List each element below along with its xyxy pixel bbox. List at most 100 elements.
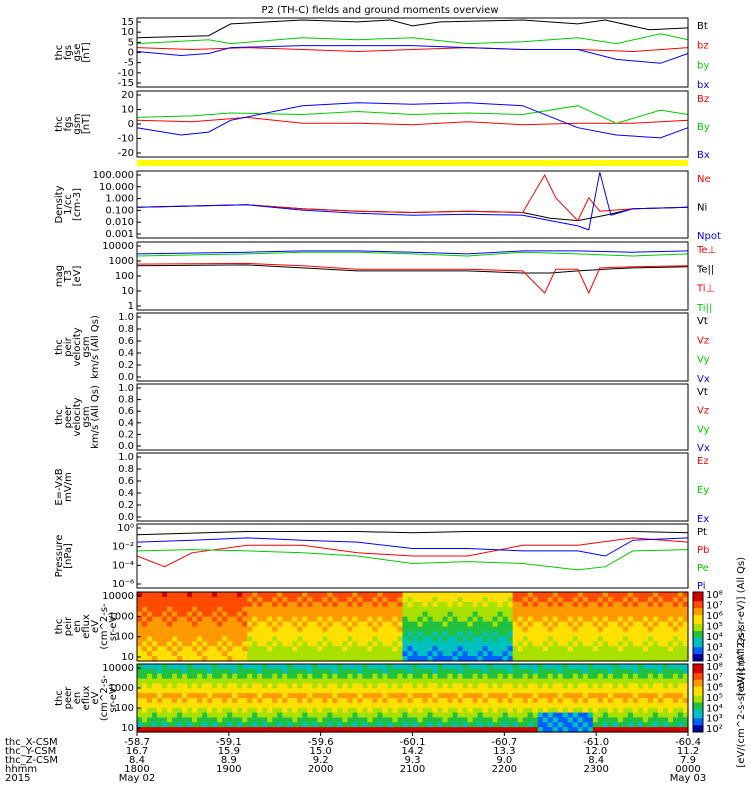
spectrogram-cell (397, 631, 404, 637)
spectrogram-cell (637, 616, 644, 623)
panel-label: peer (63, 405, 74, 429)
spectrogram-cell (477, 596, 484, 603)
spectrogram-cell (337, 601, 343, 608)
spectrogram-cell (502, 693, 509, 699)
spectrogram-cell (427, 717, 434, 723)
spectrogram-cell (272, 707, 278, 714)
spectrogram-cell (367, 611, 374, 618)
spectrogram-cell (607, 616, 614, 623)
spectrogram-cell (512, 656, 519, 662)
spectrogram-cell (617, 702, 624, 709)
spectrogram-cell (252, 621, 258, 628)
spectrogram-cell (427, 592, 434, 598)
spectrogram-cell (497, 664, 504, 670)
spectrogram-cell (167, 668, 173, 675)
x-axis-value: 8.4 (588, 755, 604, 766)
spectrogram-cell (402, 698, 409, 704)
y-tick-label: 100 (115, 703, 134, 714)
spectrogram-cell (667, 693, 674, 699)
x-axis-value: -60.7 (491, 737, 517, 748)
spectrogram-cell (282, 727, 288, 733)
spectrogram-cell (477, 641, 484, 647)
spectrogram-cell (322, 688, 328, 694)
legend-label: Vz (697, 335, 709, 346)
spectrogram-cell (272, 693, 278, 699)
colorbar-cell (693, 619, 703, 623)
spectrogram-cell (552, 611, 559, 618)
spectrogram-cell (377, 673, 384, 680)
spectrogram-cell (437, 656, 444, 662)
spectrogram-cell (452, 707, 459, 714)
spectrogram-cell (552, 717, 559, 723)
spectrogram-cell (312, 698, 318, 704)
spectrogram-cell (487, 626, 494, 633)
spectrogram-cell (277, 601, 283, 608)
spectrogram-cell (677, 722, 684, 728)
spectrogram-cell (342, 636, 348, 642)
spectrogram-cell (422, 707, 429, 714)
spectrogram-cell (347, 698, 353, 704)
spectrogram-cell (222, 606, 228, 613)
spectrogram-cell (582, 688, 589, 694)
spectrogram-cell (627, 651, 634, 657)
spectrogram-cell (462, 601, 469, 608)
spectrogram-cell (382, 606, 389, 613)
spectrogram-cell (297, 693, 303, 699)
spectrogram-cell (662, 678, 669, 685)
spectrogram-cell (607, 664, 614, 670)
spectrogram-cell (237, 611, 243, 618)
spectrogram-cell (292, 616, 298, 623)
spectrogram-cell (247, 698, 253, 704)
spectrogram-cell (397, 717, 404, 723)
spectrogram-cell (667, 631, 674, 637)
spectrogram-cell (457, 656, 464, 662)
spectrogram-cell (347, 668, 353, 675)
spectrogram-cell (172, 616, 178, 623)
spectrogram-cell (422, 641, 429, 647)
spectrogram-cell (222, 722, 228, 728)
spectrogram-cell (577, 678, 584, 685)
spectrogram-cell (217, 592, 223, 598)
spectrogram-cell (567, 678, 574, 685)
spectrogram-cell (352, 631, 358, 637)
spectrogram-cell (177, 707, 183, 714)
spectrogram-cell (407, 707, 414, 714)
spectrogram-cell (537, 673, 544, 680)
spectrogram-cell (302, 611, 308, 618)
spectrogram-cell (632, 717, 639, 723)
spectrogram-cell (347, 646, 353, 652)
y-tick-label: -5 (124, 58, 134, 69)
spectrogram-cell (552, 606, 559, 613)
spectrogram-cell (507, 707, 514, 714)
spectrogram-cell (552, 631, 559, 637)
spectrogram-cell (552, 596, 559, 603)
spectrogram-cell (552, 722, 559, 728)
spectrogram-cell (647, 717, 654, 723)
y-tick-label: 1000 (109, 256, 134, 267)
spectrogram-cell (512, 626, 519, 633)
spectrogram-cell (522, 693, 529, 699)
spectrogram-cell (427, 712, 434, 719)
spectrogram-cell (442, 611, 449, 618)
spectrogram-cell (447, 678, 454, 685)
spectrogram-cell (372, 698, 379, 704)
spectrogram-cell (577, 683, 584, 689)
spectrogram-cell (492, 651, 499, 657)
spectrogram-cell (512, 601, 519, 608)
spectrogram-cell (592, 621, 599, 628)
spectrogram-cell (497, 651, 504, 657)
spectrogram-cell (307, 717, 313, 723)
spectrogram-cell (492, 626, 499, 633)
spectrogram-cell (497, 631, 504, 637)
spectrogram-cell (577, 592, 584, 598)
spectrogram-cell (667, 596, 674, 603)
spectrogram-cell (472, 616, 479, 623)
spectrogram-cell (452, 596, 459, 603)
colorbar-cell (693, 691, 703, 694)
spectrogram-cell (577, 673, 584, 680)
spectrogram-cell (522, 592, 529, 598)
spectrogram-cell (317, 646, 323, 652)
spectrogram-cell (212, 693, 218, 699)
spectrogram-cell (572, 656, 579, 662)
spectrogram-cell (512, 668, 519, 675)
